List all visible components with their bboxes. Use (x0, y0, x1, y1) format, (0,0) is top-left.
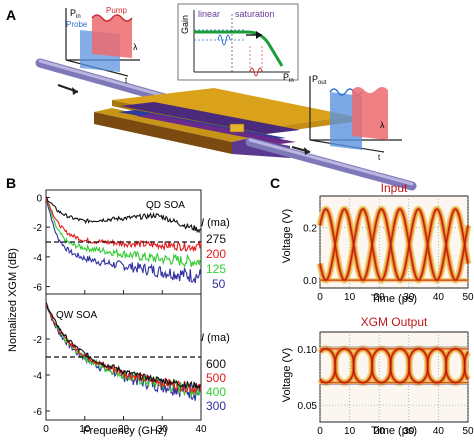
gain-x-label: Pin (283, 72, 294, 84)
input-pulse-diagram: Pin Probe Pump λ t (65, 6, 140, 85)
x-tick-label: 40 (195, 424, 207, 435)
series-line-600 (45, 302, 202, 391)
qw-soa-label: QW SOA (56, 310, 97, 321)
qw-current-unit: (ma) (204, 332, 230, 344)
y-tick-label: -2 (33, 335, 42, 346)
qd-current-275: 275 (206, 232, 226, 246)
saturation-label: saturation (235, 9, 275, 19)
pump-label: Pump (106, 6, 127, 15)
qw-soa-plot: -2 -4 -60 10 20 30 40 (33, 293, 207, 435)
series-line-50 (45, 197, 202, 284)
gain-axis-label: Gain (180, 15, 190, 34)
y-tick-label: -6 (33, 407, 42, 418)
lambda-label-in: λ (133, 42, 138, 52)
x-tick-label: 40 (433, 292, 445, 303)
x-tick-label: 0 (317, 292, 323, 303)
series-line-275 (45, 196, 202, 234)
x-tick-label: 50 (462, 426, 474, 437)
series-line-125 (45, 197, 202, 269)
qw-current-600: 600 (206, 357, 226, 371)
x-tick-label: 20 (374, 292, 386, 303)
qd-current-50: 50 (212, 277, 226, 291)
panel-b-ylabel: Nomalized XGM (dB) (7, 248, 19, 352)
qd-current-200: 200 (206, 247, 226, 261)
t-label-out: t (378, 153, 381, 162)
panel-c: C Input XGM Output 0 10 20 30 40 50 0.2 0.0 0 10… (270, 175, 474, 437)
x-tick-label: 30 (403, 292, 415, 303)
linear-label: linear (198, 9, 220, 19)
input-eye-diagram: 0 10 20 30 40 50 0.2 0.0 (303, 195, 474, 303)
panel-b: B Nomalized XGM (dB) Frequency (GHz) 0-2… (6, 175, 230, 437)
t-label-in: t (125, 76, 128, 85)
x-tick-label: 10 (344, 426, 356, 437)
qw-current-500: 500 (206, 371, 226, 385)
x-tick-label: 20 (118, 424, 130, 435)
output-pulse-diagram: Pout λ t (309, 74, 402, 162)
x-tick-label: 0 (43, 424, 49, 435)
gain-curve-inset: Gain linear saturation Pin (177, 3, 299, 84)
output-eye-diagram: 0 10 20 30 40 50 0.10 0.05 (298, 331, 474, 437)
input-title: Input (381, 181, 408, 195)
y-tick-label: 0.10 (298, 345, 318, 356)
series-line-500 (45, 302, 202, 394)
x-tick-label: 30 (157, 424, 169, 435)
panel-c-letter: C (270, 175, 280, 191)
output-title: XGM Output (361, 315, 428, 329)
y-tick-label: -4 (33, 371, 42, 382)
eye-trace (319, 208, 469, 281)
panel-a-letter: A (6, 7, 16, 23)
y-tick-label: 0.0 (303, 276, 317, 287)
input-xlabel: Time (ps) (371, 293, 417, 305)
lambda-label-out: λ (380, 120, 385, 130)
pout-axis-label: Pout (312, 74, 327, 86)
series-line-200 (45, 197, 202, 253)
x-tick-label: 20 (374, 426, 386, 437)
qw-current-300: 300 (206, 399, 226, 413)
y-tick-label: -6 (33, 283, 42, 294)
output-ylabel: Voltage (V) (281, 348, 293, 402)
pin-axis-label: Pin (70, 8, 81, 20)
y-tick-label: 0.05 (298, 401, 318, 412)
output-xlabel: Time (ps) (371, 425, 417, 437)
x-tick-label: 0 (317, 426, 323, 437)
probe-label: Probe (66, 20, 88, 29)
x-tick-label: 30 (403, 426, 415, 437)
y-tick-label: -4 (33, 253, 42, 264)
y-tick-label: 0 (36, 193, 42, 204)
x-tick-label: 10 (344, 292, 356, 303)
y-tick-label: 0.2 (303, 224, 317, 235)
qd-current-125: 125 (206, 262, 226, 276)
qd-soa-plot: 0 -2 -4 -6 (33, 189, 202, 295)
x-tick-label: 50 (462, 292, 474, 303)
qw-current-label: I (ma) (201, 332, 230, 344)
qd-current-label: I (ma) (201, 217, 230, 229)
panel-a: A Pin Probe Pump λ t (6, 3, 417, 191)
panel-b-letter: B (6, 175, 16, 191)
y-tick-label: -2 (33, 223, 42, 234)
input-ylabel: Voltage (V) (281, 209, 293, 263)
soa-chip (94, 88, 352, 158)
x-tick-label: 10 (79, 424, 91, 435)
qd-soa-label: QD SOA (146, 200, 185, 211)
qw-current-400: 400 (206, 385, 226, 399)
qd-current-unit: (ma) (204, 217, 230, 229)
output-fiber (245, 137, 417, 191)
panel-b-xlabel: Frequency (GHz) (83, 425, 167, 437)
x-tick-label: 40 (433, 426, 445, 437)
